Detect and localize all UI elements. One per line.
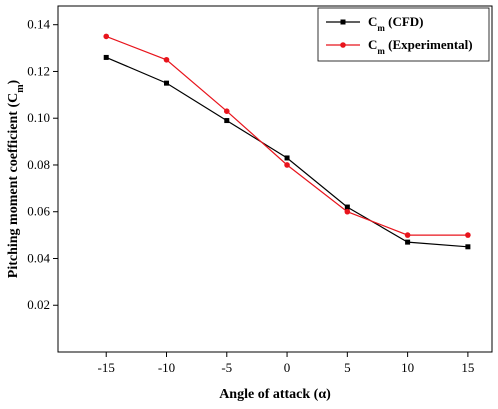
y-tick-label: 0.04 [27,250,50,265]
data-point-cfd [103,54,109,60]
x-tick-label: 0 [284,360,291,375]
y-tick-label: 0.12 [27,63,50,78]
x-tick-label: -5 [221,360,232,375]
legend-label-experimental-suffix: (Experimental) [385,37,473,52]
x-tick-label: 10 [401,360,414,375]
legend-label-cfd-sub: m [377,23,385,33]
legend-marker-cfd [340,19,346,25]
y-tick-label: 0.10 [27,110,50,125]
y-tick-label: 0.06 [27,204,50,219]
series-group [103,33,471,250]
y-tick-label: 0.14 [27,17,50,32]
series-line-1 [105,35,468,236]
legend-box [317,7,490,62]
plot-frame [57,5,493,353]
legend-label-cfd-main: C [368,14,377,29]
series-line-0 [105,56,468,248]
x-tick-label: 5 [344,360,351,375]
legend-label-cfd-suffix: (CFD) [385,14,424,29]
data-point-cfd [224,118,230,124]
legend-label-experimental-sub: m [377,46,385,56]
data-point-experimental [404,232,411,238]
y-axis-title: Pitching moment coefficient (Cm) [6,79,26,278]
y-axis-title-suffix: ) [6,79,21,84]
data-point-experimental [344,208,351,215]
y-tick-label: 0.02 [27,297,50,312]
x-tick-label: -15 [98,360,115,375]
legend: Cm (CFD) Cm (Experimental) [317,7,490,62]
y-axis-title-main: Pitching moment coefficient (C [6,93,21,278]
data-point-cfd [465,244,471,250]
legend-label-experimental-main: C [368,37,377,52]
data-point-cfd [284,155,290,161]
data-point-cfd [405,239,411,245]
x-tick-label: -10 [158,360,175,375]
x-tick-label: 15 [461,360,474,375]
legend-label-cfd: Cm (CFD) [368,14,424,33]
y-axis-title-subscript: m [15,84,26,93]
legend-marker-experimental [340,42,346,48]
data-point-experimental [465,232,471,238]
data-point-cfd [344,204,350,210]
data-point-experimental [223,108,230,115]
axis-ticks: -15 -10 -5 0 5 10 15 0.02 0.04 0.06 0.08 0.10 0.12 0.… [27,17,474,375]
data-point-experimental [103,33,110,40]
y-tick-label: 0.08 [27,157,50,172]
data-point-experimental [284,162,290,168]
legend-label-experimental: Cm (Experimental) [368,37,473,56]
data-point-experimental [163,56,170,63]
x-axis-title: Angle of attack (α) [219,387,331,402]
data-point-cfd [164,80,169,86]
